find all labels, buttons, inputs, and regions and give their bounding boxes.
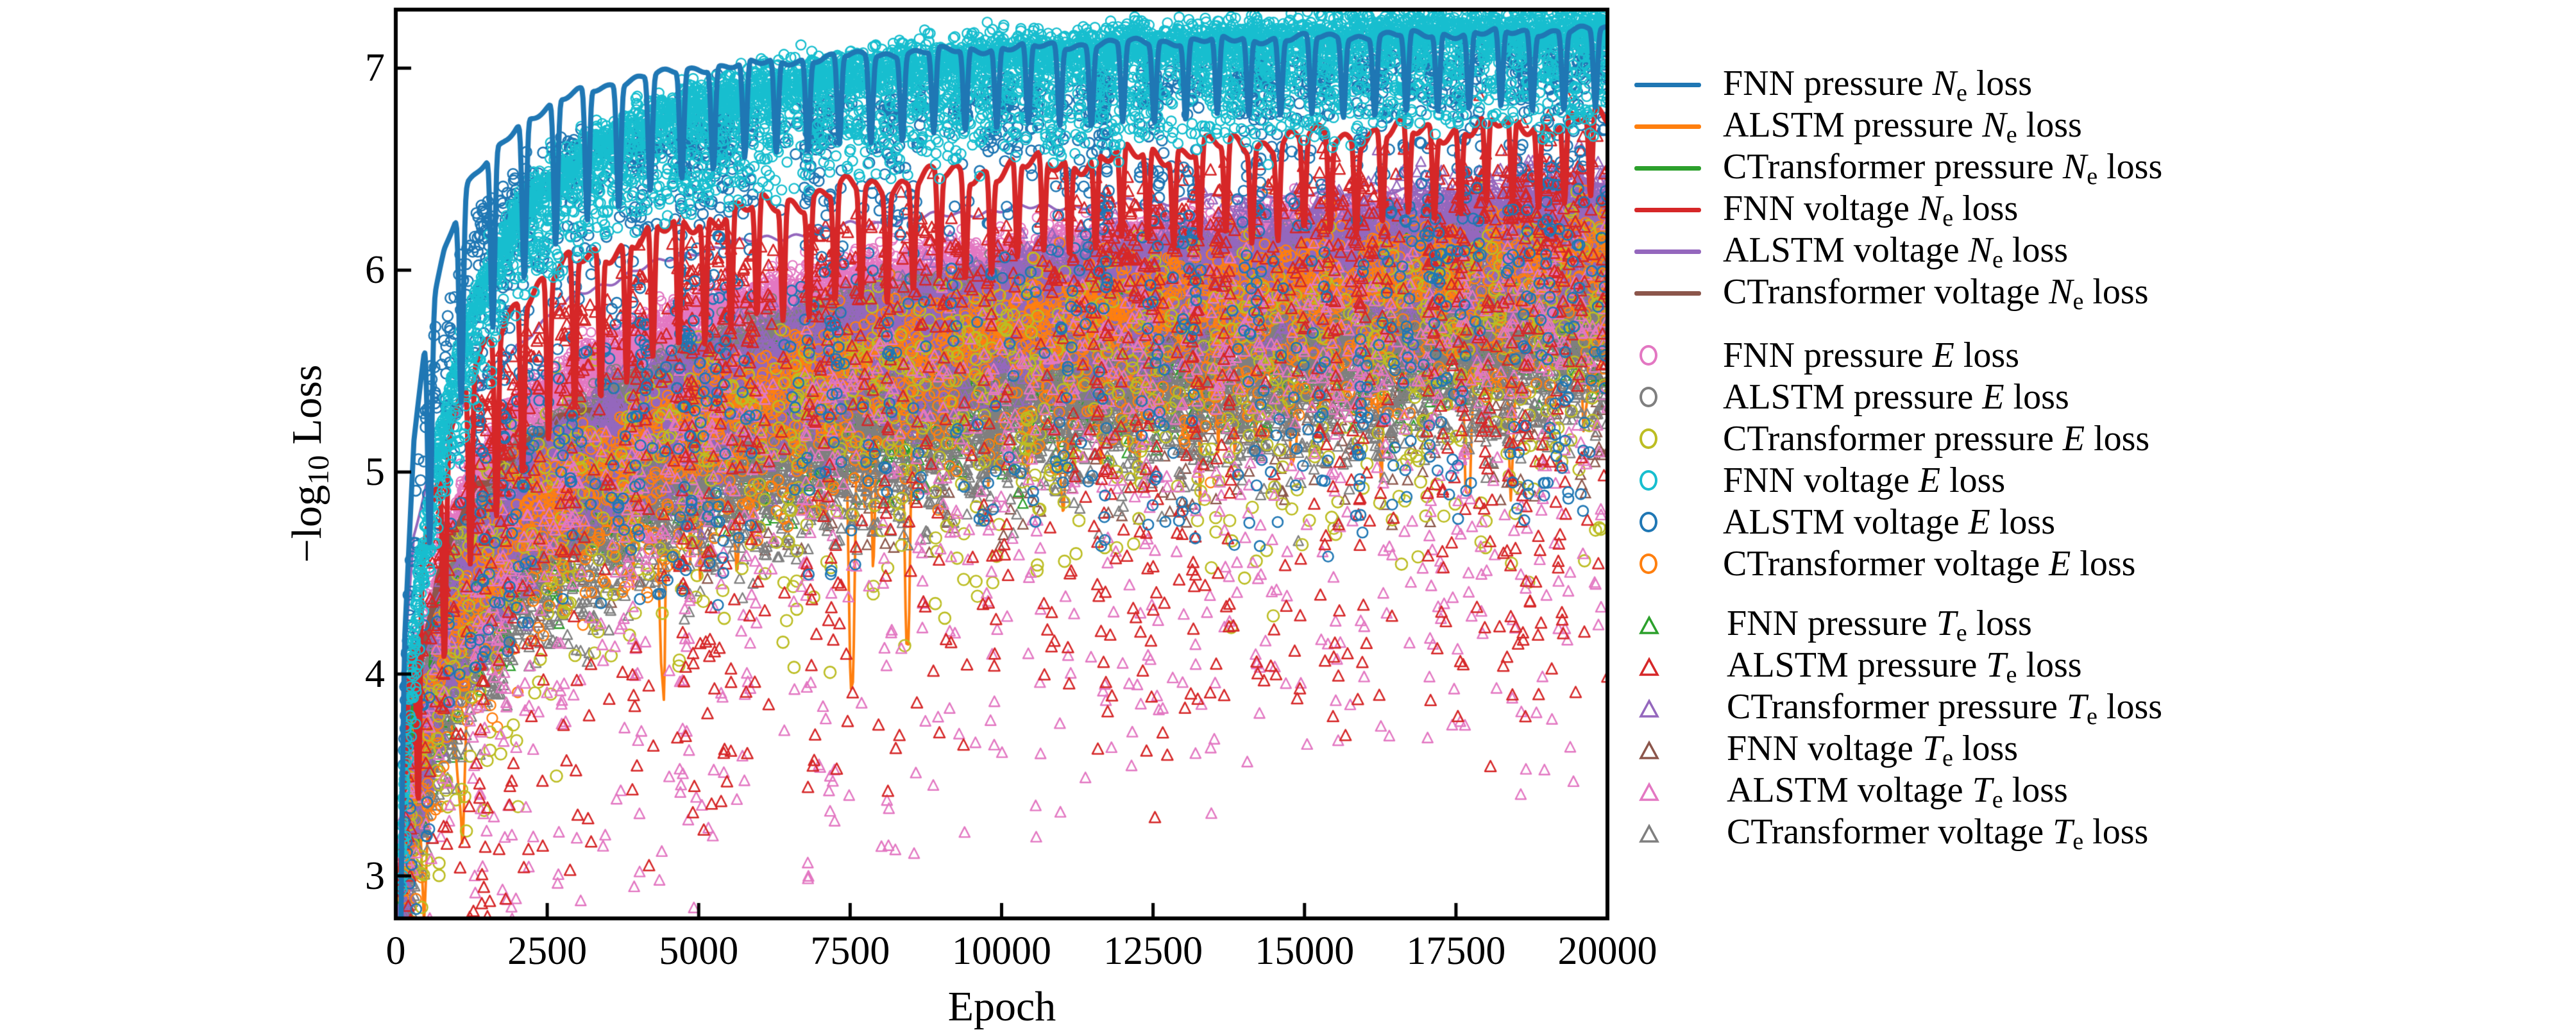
x-tick-label: 5000	[659, 929, 739, 973]
y-axis-label: −log10 Loss	[284, 364, 335, 563]
legend-label: FNN voltage E loss	[1723, 460, 2006, 500]
legend-item: CTransformer pressure E loss	[1634, 418, 2428, 459]
legend-circle-marker-icon	[1640, 344, 1657, 366]
legend-item: FNN pressure E loss	[1634, 334, 2428, 376]
legend-circle-marker-icon	[1640, 469, 1657, 491]
x-tick-label: 17500	[1406, 929, 1506, 973]
legend-circle-marker-icon	[1640, 511, 1657, 532]
legend-circle-marker-icon	[1640, 553, 1657, 574]
legend-item: ALSTM voltage E loss	[1634, 501, 2428, 543]
legend-triangle-marker-icon	[1639, 781, 1659, 801]
legend-label: ALSTM pressure Ne loss	[1723, 105, 2082, 148]
legend-item: CTransformer voltage E loss	[1634, 543, 2428, 584]
legend-label: ALSTM voltage Ne loss	[1723, 230, 2069, 273]
y-tick-label: 4	[365, 652, 385, 696]
legend-triangle-marker-icon	[1639, 823, 1659, 843]
legend-swatch	[1634, 208, 1723, 212]
legend-swatch	[1634, 291, 1723, 296]
legend-item: FNN voltage Te loss	[1634, 729, 2428, 772]
legend-label: FNN voltage Te loss	[1727, 729, 2019, 772]
legend-label: ALSTM voltage E loss	[1723, 502, 2055, 542]
legend-line-swatch-icon	[1634, 83, 1701, 87]
y-tick-label: 3	[365, 854, 385, 898]
legend-item: ALSTM pressure Ne loss	[1634, 105, 2428, 148]
legend-label: ALSTM voltage Te loss	[1727, 770, 2068, 813]
legend-label: FNN voltage Ne loss	[1723, 189, 2019, 232]
legend-item: FNN pressure Te loss	[1634, 604, 2428, 646]
legend-swatch	[1638, 656, 1727, 677]
x-tick-label: 10000	[952, 929, 1051, 973]
x-tick-label: 7500	[810, 929, 890, 973]
legend-swatch	[1634, 83, 1723, 87]
legend-item: CTransformer pressure Te loss	[1634, 687, 2428, 730]
legend-item: ALSTM pressure Te loss	[1634, 645, 2428, 688]
legend-swatch	[1634, 124, 1723, 129]
y-tick-label: 6	[365, 248, 385, 292]
legend-item: ALSTM pressure E loss	[1634, 376, 2428, 418]
legend-line-swatch-icon	[1634, 291, 1701, 296]
legend-label: CTransformer pressure Ne loss	[1723, 147, 2163, 190]
legend-label: ALSTM pressure E loss	[1723, 376, 2069, 417]
legend-swatch	[1634, 553, 1723, 574]
legend-item: ALSTM voltage Te loss	[1634, 770, 2428, 813]
x-tick-label: 2500	[507, 929, 588, 973]
legend-label: ALSTM pressure Te loss	[1727, 645, 2082, 688]
legend-swatch	[1634, 249, 1723, 254]
legend-swatch	[1638, 823, 1727, 844]
legend-item: FNN voltage Ne loss	[1634, 189, 2428, 232]
legend-item: CTransformer pressure Ne loss	[1634, 147, 2428, 190]
legend-circle-marker-icon	[1640, 428, 1657, 449]
legend-swatch	[1634, 344, 1723, 366]
x-tick-label: 0	[386, 929, 406, 973]
legend-line-swatch-icon	[1634, 166, 1701, 171]
legend-label: FNN pressure Ne loss	[1723, 63, 2033, 106]
legend-label: CTransformer pressure E loss	[1723, 418, 2150, 459]
legend-triangle-marker-icon	[1639, 656, 1659, 676]
x-axis-label: Epoch	[947, 983, 1056, 1030]
legend-label: CTransformer voltage Te loss	[1727, 812, 2149, 855]
legend-item: CTransformer voltage Te loss	[1634, 812, 2428, 855]
legend-item: ALSTM voltage Ne loss	[1634, 230, 2428, 273]
x-tick-label: 20000	[1557, 929, 1657, 973]
legend-swatch	[1634, 469, 1723, 491]
legend-triangle-marker-icon	[1639, 698, 1659, 718]
legend-swatch	[1634, 386, 1723, 407]
legend-line-swatch-icon	[1634, 249, 1701, 254]
legend-label: FNN pressure E loss	[1723, 335, 2019, 375]
legend-item: FNN pressure Ne loss	[1634, 63, 2428, 106]
legend-item: CTransformer voltage Ne loss	[1634, 272, 2428, 315]
legend-swatch	[1634, 511, 1723, 532]
legend-swatch	[1638, 739, 1727, 761]
legend-circle-marker-icon	[1640, 386, 1657, 407]
legend-line-swatch-icon	[1634, 124, 1701, 129]
y-tick-label: 7	[365, 46, 385, 90]
x-tick-label: 12500	[1103, 929, 1203, 973]
legend-label: CTransformer voltage Ne loss	[1723, 272, 2149, 315]
legend-label: CTransformer voltage E loss	[1723, 543, 2136, 584]
legend-swatch	[1638, 781, 1727, 802]
legend-triangle-marker-icon	[1639, 614, 1659, 634]
y-tick-label: 5	[365, 450, 385, 494]
x-tick-label: 15000	[1255, 929, 1355, 973]
legend-label: FNN pressure Te loss	[1727, 604, 2032, 646]
legend-line-swatch-icon	[1634, 208, 1701, 212]
legend-swatch	[1638, 698, 1727, 719]
legend-swatch	[1634, 428, 1723, 449]
legend-swatch	[1638, 614, 1727, 636]
legend-triangle-marker-icon	[1639, 739, 1659, 759]
legend-swatch	[1634, 166, 1723, 171]
legend-item: FNN voltage E loss	[1634, 459, 2428, 501]
legend-label: CTransformer pressure Te loss	[1727, 687, 2163, 730]
